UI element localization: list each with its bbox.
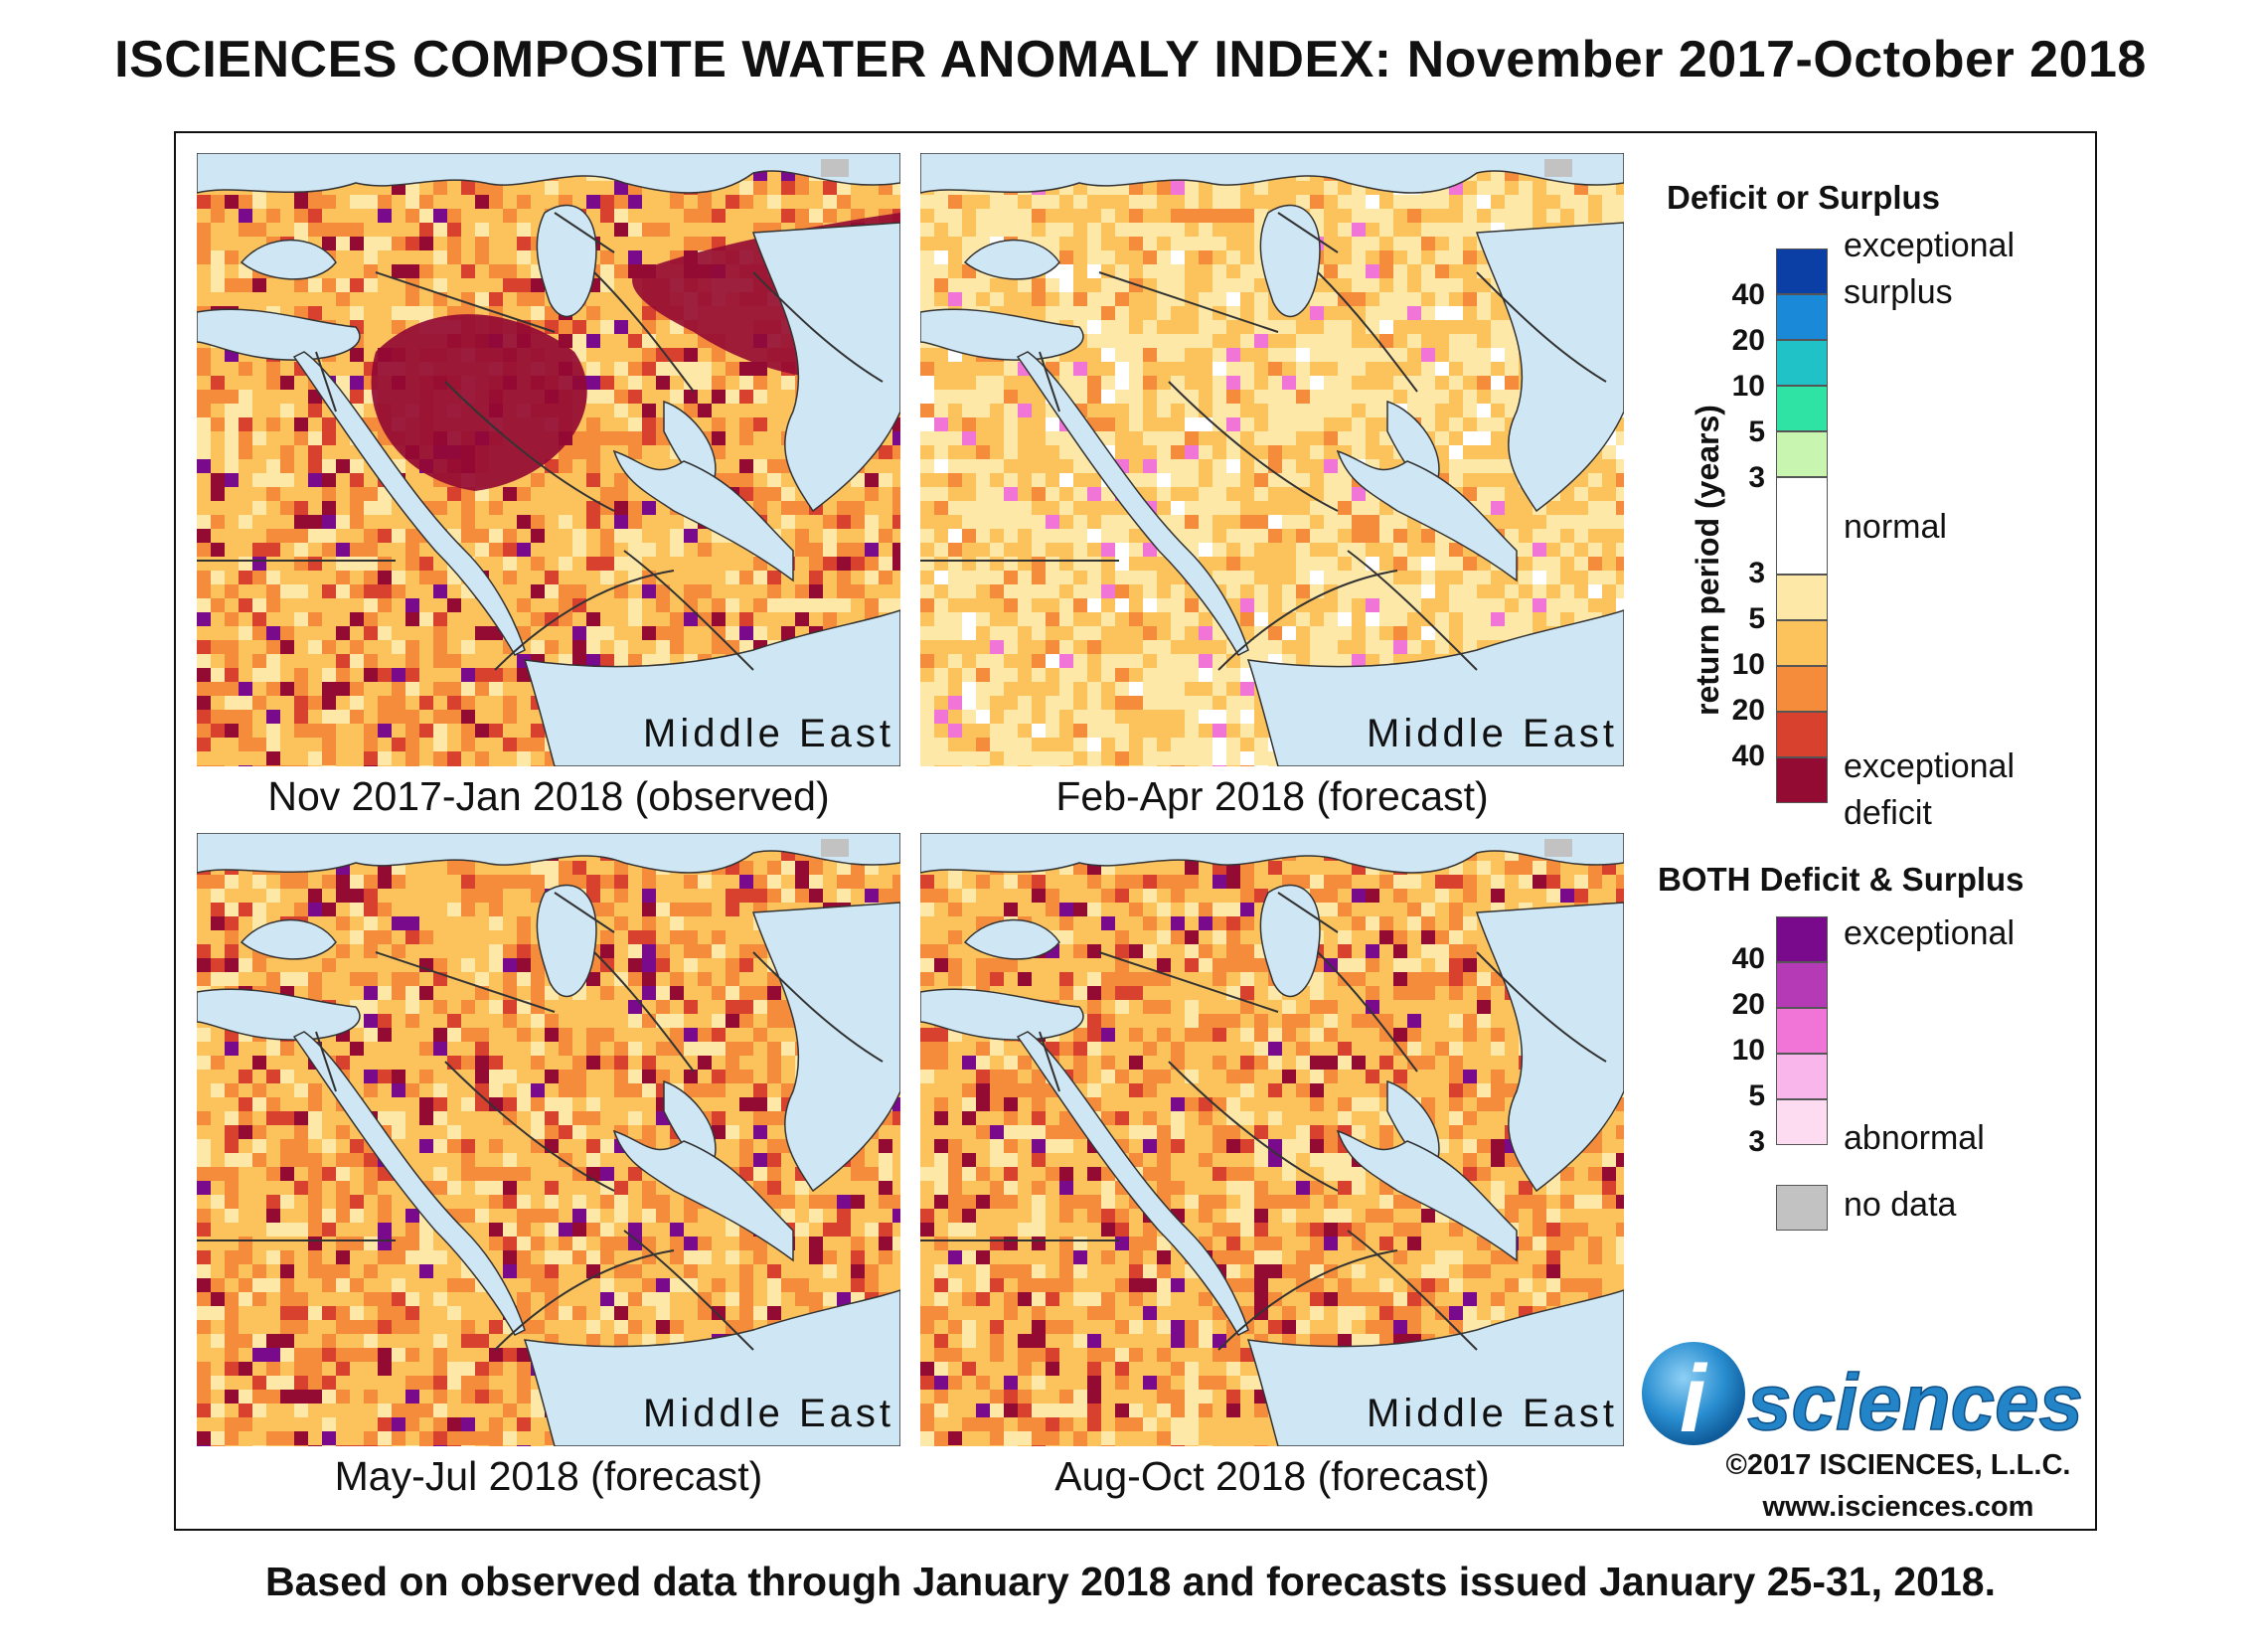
legend-label-both-exceptional: exceptional	[1844, 914, 2016, 952]
legend-both-title: BOTH Deficit & Surplus	[1658, 861, 2024, 898]
legend-tick: 10	[1731, 648, 1765, 681]
panel-caption: Feb-Apr 2018 (forecast)	[1055, 773, 1489, 819]
swatch-deficit-5	[1776, 620, 1828, 666]
map-panel-may-jul: Middle East	[197, 833, 900, 1446]
country-borders	[197, 892, 884, 1351]
panel-caption: Aug-Oct 2018 (forecast)	[1054, 1453, 1490, 1499]
legend-label-both-abnormal: abnormal	[1844, 1119, 1985, 1157]
figure-frame	[174, 131, 2097, 1531]
logo-i: i	[1680, 1346, 1708, 1451]
no-data-area	[821, 839, 849, 857]
map-may-jul	[197, 833, 900, 1446]
swatch-surplus-40	[1776, 248, 1828, 294]
region-label: Middle East	[643, 712, 894, 755]
logo-wordmark: sciences	[1747, 1358, 2083, 1446]
swatch-deficit-20	[1776, 712, 1828, 757]
legend-tick: 40	[1731, 278, 1765, 311]
legend-tick: 3	[1748, 557, 1765, 589]
swatch-no-data	[1776, 1185, 1828, 1231]
legend-deficit-surplus-title: Deficit or Surplus	[1667, 179, 1941, 216]
swatch-surplus-20	[1776, 294, 1828, 340]
swatch-both-5	[1776, 1054, 1828, 1099]
legend-label-exceptional-surplus: exceptional	[1844, 227, 2016, 264]
logo-ball	[1642, 1342, 1745, 1445]
legend-tick: 3	[1748, 1125, 1765, 1158]
country-borders	[197, 212, 884, 671]
water-bodies	[920, 153, 1624, 766]
page-title: ISCIENCES COMPOSITE WATER ANOMALY INDEX:…	[114, 31, 2147, 88]
legend-label-exceptional-deficit: exceptional	[1844, 747, 2016, 785]
copyright: ©2017 ISCIENCES, L.L.C.	[1725, 1449, 2071, 1481]
legend-label-surplus: surplus	[1844, 273, 1953, 311]
legend-label-normal: normal	[1844, 508, 1947, 546]
water-bodies	[197, 833, 900, 1446]
no-data-area	[821, 159, 849, 177]
legend-tick: 20	[1731, 988, 1765, 1021]
map-aug-oct	[920, 833, 1624, 1446]
map-panel-feb-apr: Middle East	[920, 153, 1624, 766]
water-bodies	[920, 833, 1624, 1446]
map-nov-jan	[197, 153, 900, 766]
swatch-normal	[1776, 477, 1828, 575]
map-feb-apr	[920, 153, 1624, 766]
isciences-logo: i sciences	[1642, 1342, 2084, 1451]
panel-caption: Nov 2017-Jan 2018 (observed)	[267, 773, 830, 819]
no-data-area	[1544, 159, 1572, 177]
legend-label-no-data: no data	[1844, 1186, 1957, 1224]
swatch-surplus-5	[1776, 386, 1828, 431]
legend-tick: 10	[1731, 370, 1765, 403]
no-data-area	[1544, 839, 1572, 857]
legend-tick: 20	[1731, 324, 1765, 357]
legend-tick: 20	[1731, 694, 1765, 727]
country-borders	[920, 212, 1607, 671]
swatch-both-20	[1776, 962, 1828, 1008]
website-link[interactable]: www.isciences.com	[1762, 1491, 2034, 1523]
swatch-surplus-3	[1776, 431, 1828, 477]
legend-tick: 40	[1731, 740, 1765, 772]
swatch-deficit-40	[1776, 757, 1828, 803]
map-panel-nov-jan: Middle East	[197, 153, 900, 766]
region-label: Middle East	[1367, 1392, 1618, 1435]
footer-note: Based on observed data through January 2…	[265, 1559, 1996, 1604]
water-bodies	[197, 153, 900, 766]
legend-tick: 10	[1731, 1034, 1765, 1067]
swatch-deficit-10	[1776, 666, 1828, 712]
swatch-both-40	[1776, 916, 1828, 962]
region-label: Middle East	[1367, 712, 1618, 755]
map-panel-aug-oct: Middle East	[920, 833, 1624, 1446]
swatch-both-3	[1776, 1099, 1828, 1145]
legend-tick: 5	[1748, 1079, 1765, 1112]
anomaly-cells	[920, 153, 1624, 766]
swatch-both-10	[1776, 1008, 1828, 1054]
legend-tick: 3	[1748, 461, 1765, 494]
panel-caption: May-Jul 2018 (forecast)	[334, 1453, 763, 1499]
swatch-surplus-10	[1776, 340, 1828, 386]
legend-tick: 40	[1731, 942, 1765, 975]
swatch-deficit-3	[1776, 575, 1828, 620]
legend-label-deficit: deficit	[1844, 794, 1932, 832]
region-label: Middle East	[643, 1392, 894, 1435]
exceptional-deficit-area	[371, 314, 587, 491]
country-borders	[920, 892, 1607, 1351]
legend-tick: 5	[1748, 415, 1765, 448]
legend-tick: 5	[1748, 602, 1765, 635]
